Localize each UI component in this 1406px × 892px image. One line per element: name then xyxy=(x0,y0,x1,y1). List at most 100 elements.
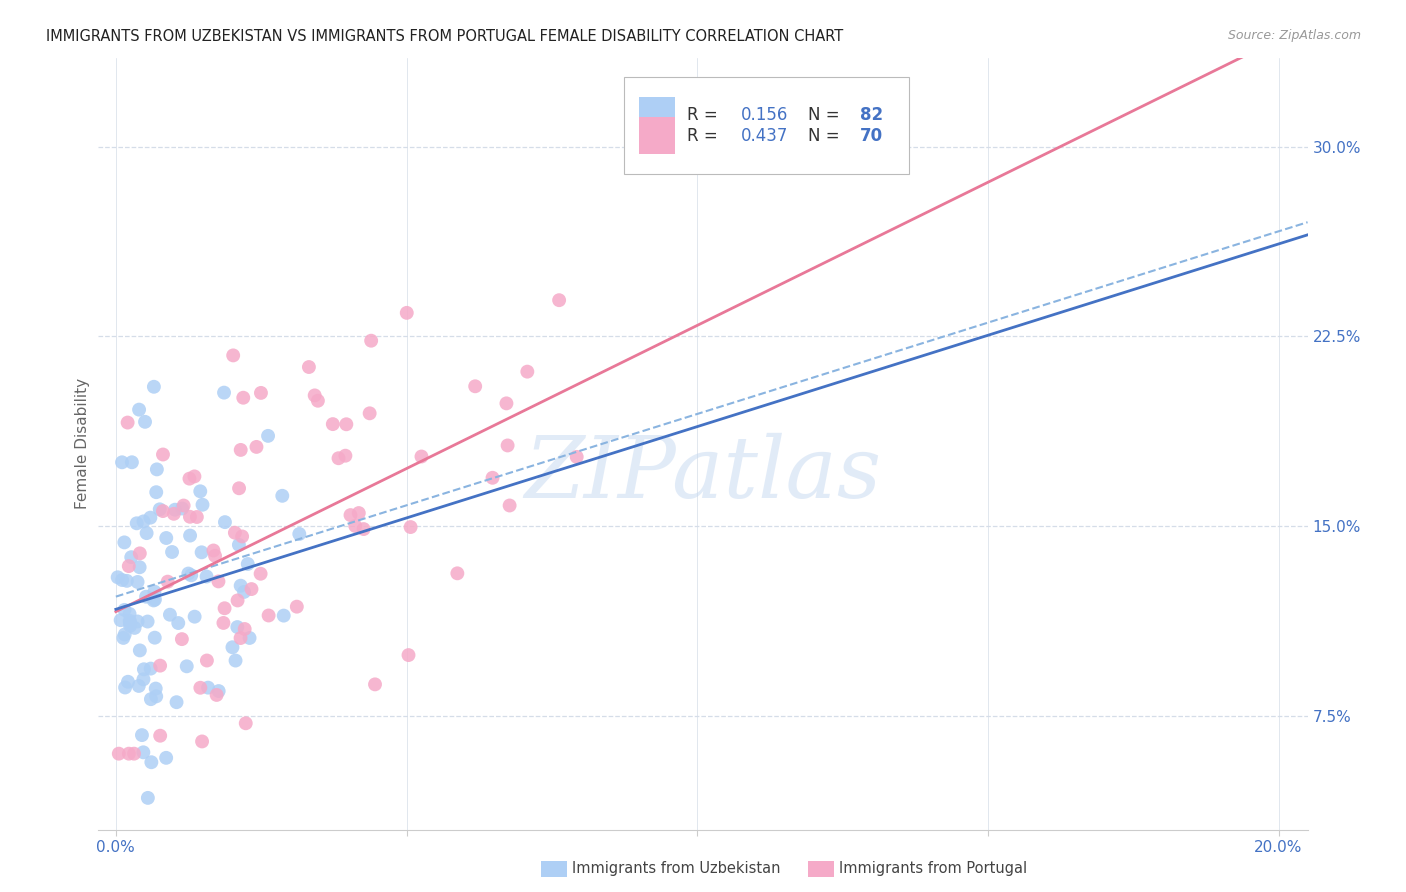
Point xyxy=(146,462,169,476)
Point xyxy=(360,334,382,348)
Point xyxy=(120,619,142,633)
Bar xyxy=(638,96,675,134)
Point xyxy=(177,566,200,581)
Point xyxy=(228,538,250,552)
Point xyxy=(364,677,387,691)
Point xyxy=(398,648,420,662)
Point xyxy=(195,653,218,667)
Point xyxy=(139,692,162,706)
Point xyxy=(149,658,172,673)
Y-axis label: Female Disability: Female Disability xyxy=(75,378,90,509)
Point xyxy=(167,615,190,630)
Point xyxy=(298,359,321,374)
Point xyxy=(208,684,231,698)
Point xyxy=(186,510,208,524)
Point xyxy=(285,599,308,614)
Point xyxy=(110,613,132,627)
Point xyxy=(335,417,357,432)
Point xyxy=(145,690,167,704)
Point xyxy=(120,550,142,565)
Point xyxy=(142,380,165,394)
Point xyxy=(141,756,163,770)
Point xyxy=(159,607,181,622)
Point xyxy=(149,502,172,516)
Text: R =: R = xyxy=(688,106,723,124)
Point xyxy=(271,489,294,503)
Point xyxy=(122,747,145,761)
Point xyxy=(118,559,141,574)
Point xyxy=(131,728,153,742)
Point xyxy=(233,585,256,599)
FancyBboxPatch shape xyxy=(624,78,908,174)
Text: Source: ZipAtlas.com: Source: ZipAtlas.com xyxy=(1227,29,1361,42)
Point xyxy=(135,590,157,604)
Point xyxy=(143,631,166,645)
Point xyxy=(139,662,162,676)
Point xyxy=(190,545,212,559)
Point xyxy=(183,469,205,483)
Point xyxy=(231,529,253,543)
Point xyxy=(411,450,433,464)
Point xyxy=(143,584,166,599)
Text: Immigrants from Uzbekistan: Immigrants from Uzbekistan xyxy=(572,862,780,876)
Point xyxy=(229,631,252,645)
Point xyxy=(152,504,174,518)
Point xyxy=(117,416,139,430)
Point xyxy=(121,455,143,469)
Point xyxy=(516,365,538,379)
Point xyxy=(212,615,235,630)
Point xyxy=(173,499,195,513)
Point xyxy=(136,615,159,629)
Point xyxy=(304,388,326,402)
Point xyxy=(128,679,150,693)
Point xyxy=(446,566,468,581)
Point xyxy=(111,573,134,587)
Point xyxy=(307,393,329,408)
Point xyxy=(155,751,177,765)
Text: 70: 70 xyxy=(860,127,883,145)
Point xyxy=(395,306,418,320)
Point xyxy=(235,716,257,731)
Point xyxy=(273,608,295,623)
Point xyxy=(226,620,249,634)
Point xyxy=(179,472,201,486)
Point xyxy=(142,593,165,607)
Point xyxy=(495,396,517,410)
Point xyxy=(339,508,361,522)
Point xyxy=(250,385,273,400)
Point xyxy=(335,449,357,463)
Point xyxy=(222,348,245,362)
Point xyxy=(221,640,243,655)
Point xyxy=(288,527,311,541)
Point xyxy=(179,509,201,524)
Point xyxy=(118,614,141,628)
Text: Immigrants from Portugal: Immigrants from Portugal xyxy=(839,862,1028,876)
Point xyxy=(257,429,280,443)
Text: 0.156: 0.156 xyxy=(741,106,787,124)
Point xyxy=(214,601,236,615)
Point xyxy=(128,402,150,417)
Point xyxy=(163,507,186,521)
Point xyxy=(145,681,167,696)
Text: N =: N = xyxy=(808,106,845,124)
Point xyxy=(464,379,486,393)
Point xyxy=(498,499,520,513)
Point xyxy=(170,632,193,647)
Point xyxy=(229,579,252,593)
Text: R =: R = xyxy=(688,127,723,145)
Point xyxy=(249,566,271,581)
Point xyxy=(204,549,226,563)
Point xyxy=(118,607,141,621)
Point xyxy=(128,643,150,657)
Point xyxy=(226,593,249,607)
Point xyxy=(180,568,202,582)
Point xyxy=(224,525,246,540)
Point xyxy=(166,695,188,709)
Point xyxy=(176,659,198,673)
Point xyxy=(322,417,344,431)
Text: 0.437: 0.437 xyxy=(741,127,787,145)
Point xyxy=(344,519,367,533)
Point xyxy=(496,438,519,452)
Point xyxy=(143,592,166,607)
Point xyxy=(120,615,142,630)
